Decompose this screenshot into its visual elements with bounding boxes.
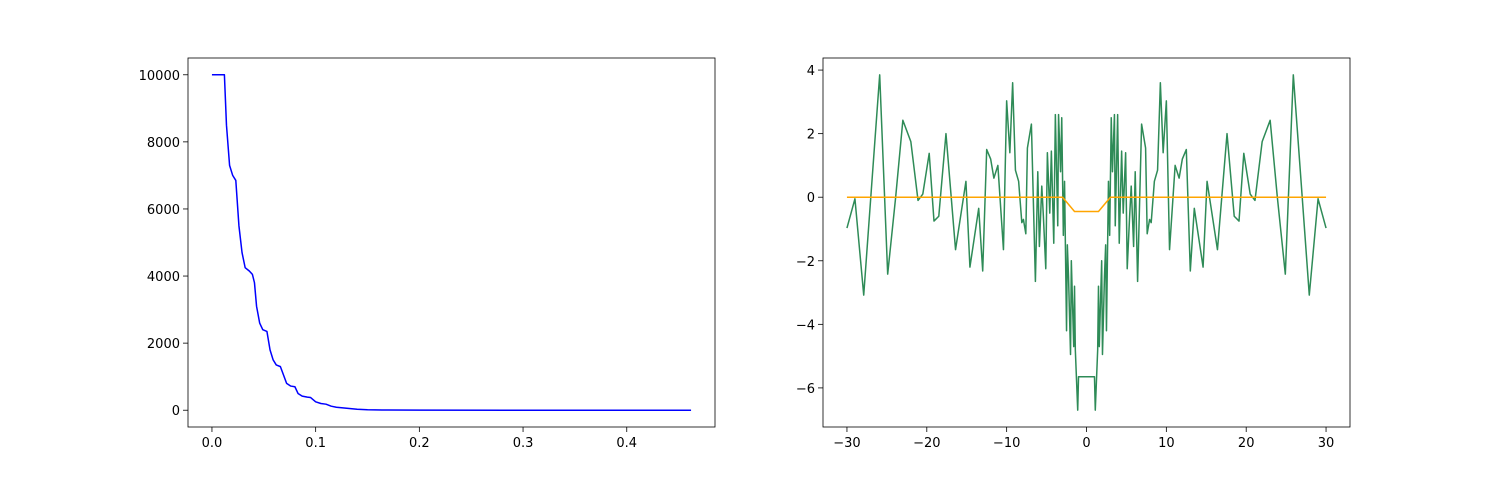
y-tick-label: −2 [796,255,815,270]
y-tick-label: 8000 [147,136,180,151]
data-line [846,196,1327,213]
y-tick-label: −6 [796,382,815,397]
y-tick-label: 0 [172,404,180,419]
data-line [211,74,692,411]
axes-frame [822,57,1351,428]
x-tick-label: 10 [1158,436,1175,451]
x-tick-label: 30 [1318,436,1335,451]
y-tick-label: 2000 [147,337,180,352]
y-tick-label: 4000 [147,270,180,285]
plot-area [211,74,692,411]
data-line [846,74,1327,411]
y-tick-label: −4 [796,318,815,333]
x-tick-label: 0.4 [616,436,637,451]
y-tick-label: 6000 [147,203,180,218]
y-tick-label: 2 [807,128,815,143]
x-tick-label: 20 [1238,436,1255,451]
x-tick-label: −20 [913,436,940,451]
x-tick-label: −30 [833,436,860,451]
axes: 0.0 0.1 0.2 0.3 0.4 0 2000 4000 6000 8000 10000 [139,57,716,451]
x-tick-label: 0.3 [513,436,534,451]
y-tick-label: 4 [807,64,815,79]
x-tick-label: 0.2 [409,436,430,451]
x-tick-label: 0 [1082,436,1090,451]
y-tick-label: 0 [807,191,815,206]
plot-area [846,74,1327,411]
x-tick-label: −10 [993,436,1020,451]
y-tick-label: 10000 [139,69,180,84]
x-tick-label: 0.0 [202,436,223,451]
axes-frame [187,57,716,428]
x-tick-label: 0.1 [305,436,326,451]
